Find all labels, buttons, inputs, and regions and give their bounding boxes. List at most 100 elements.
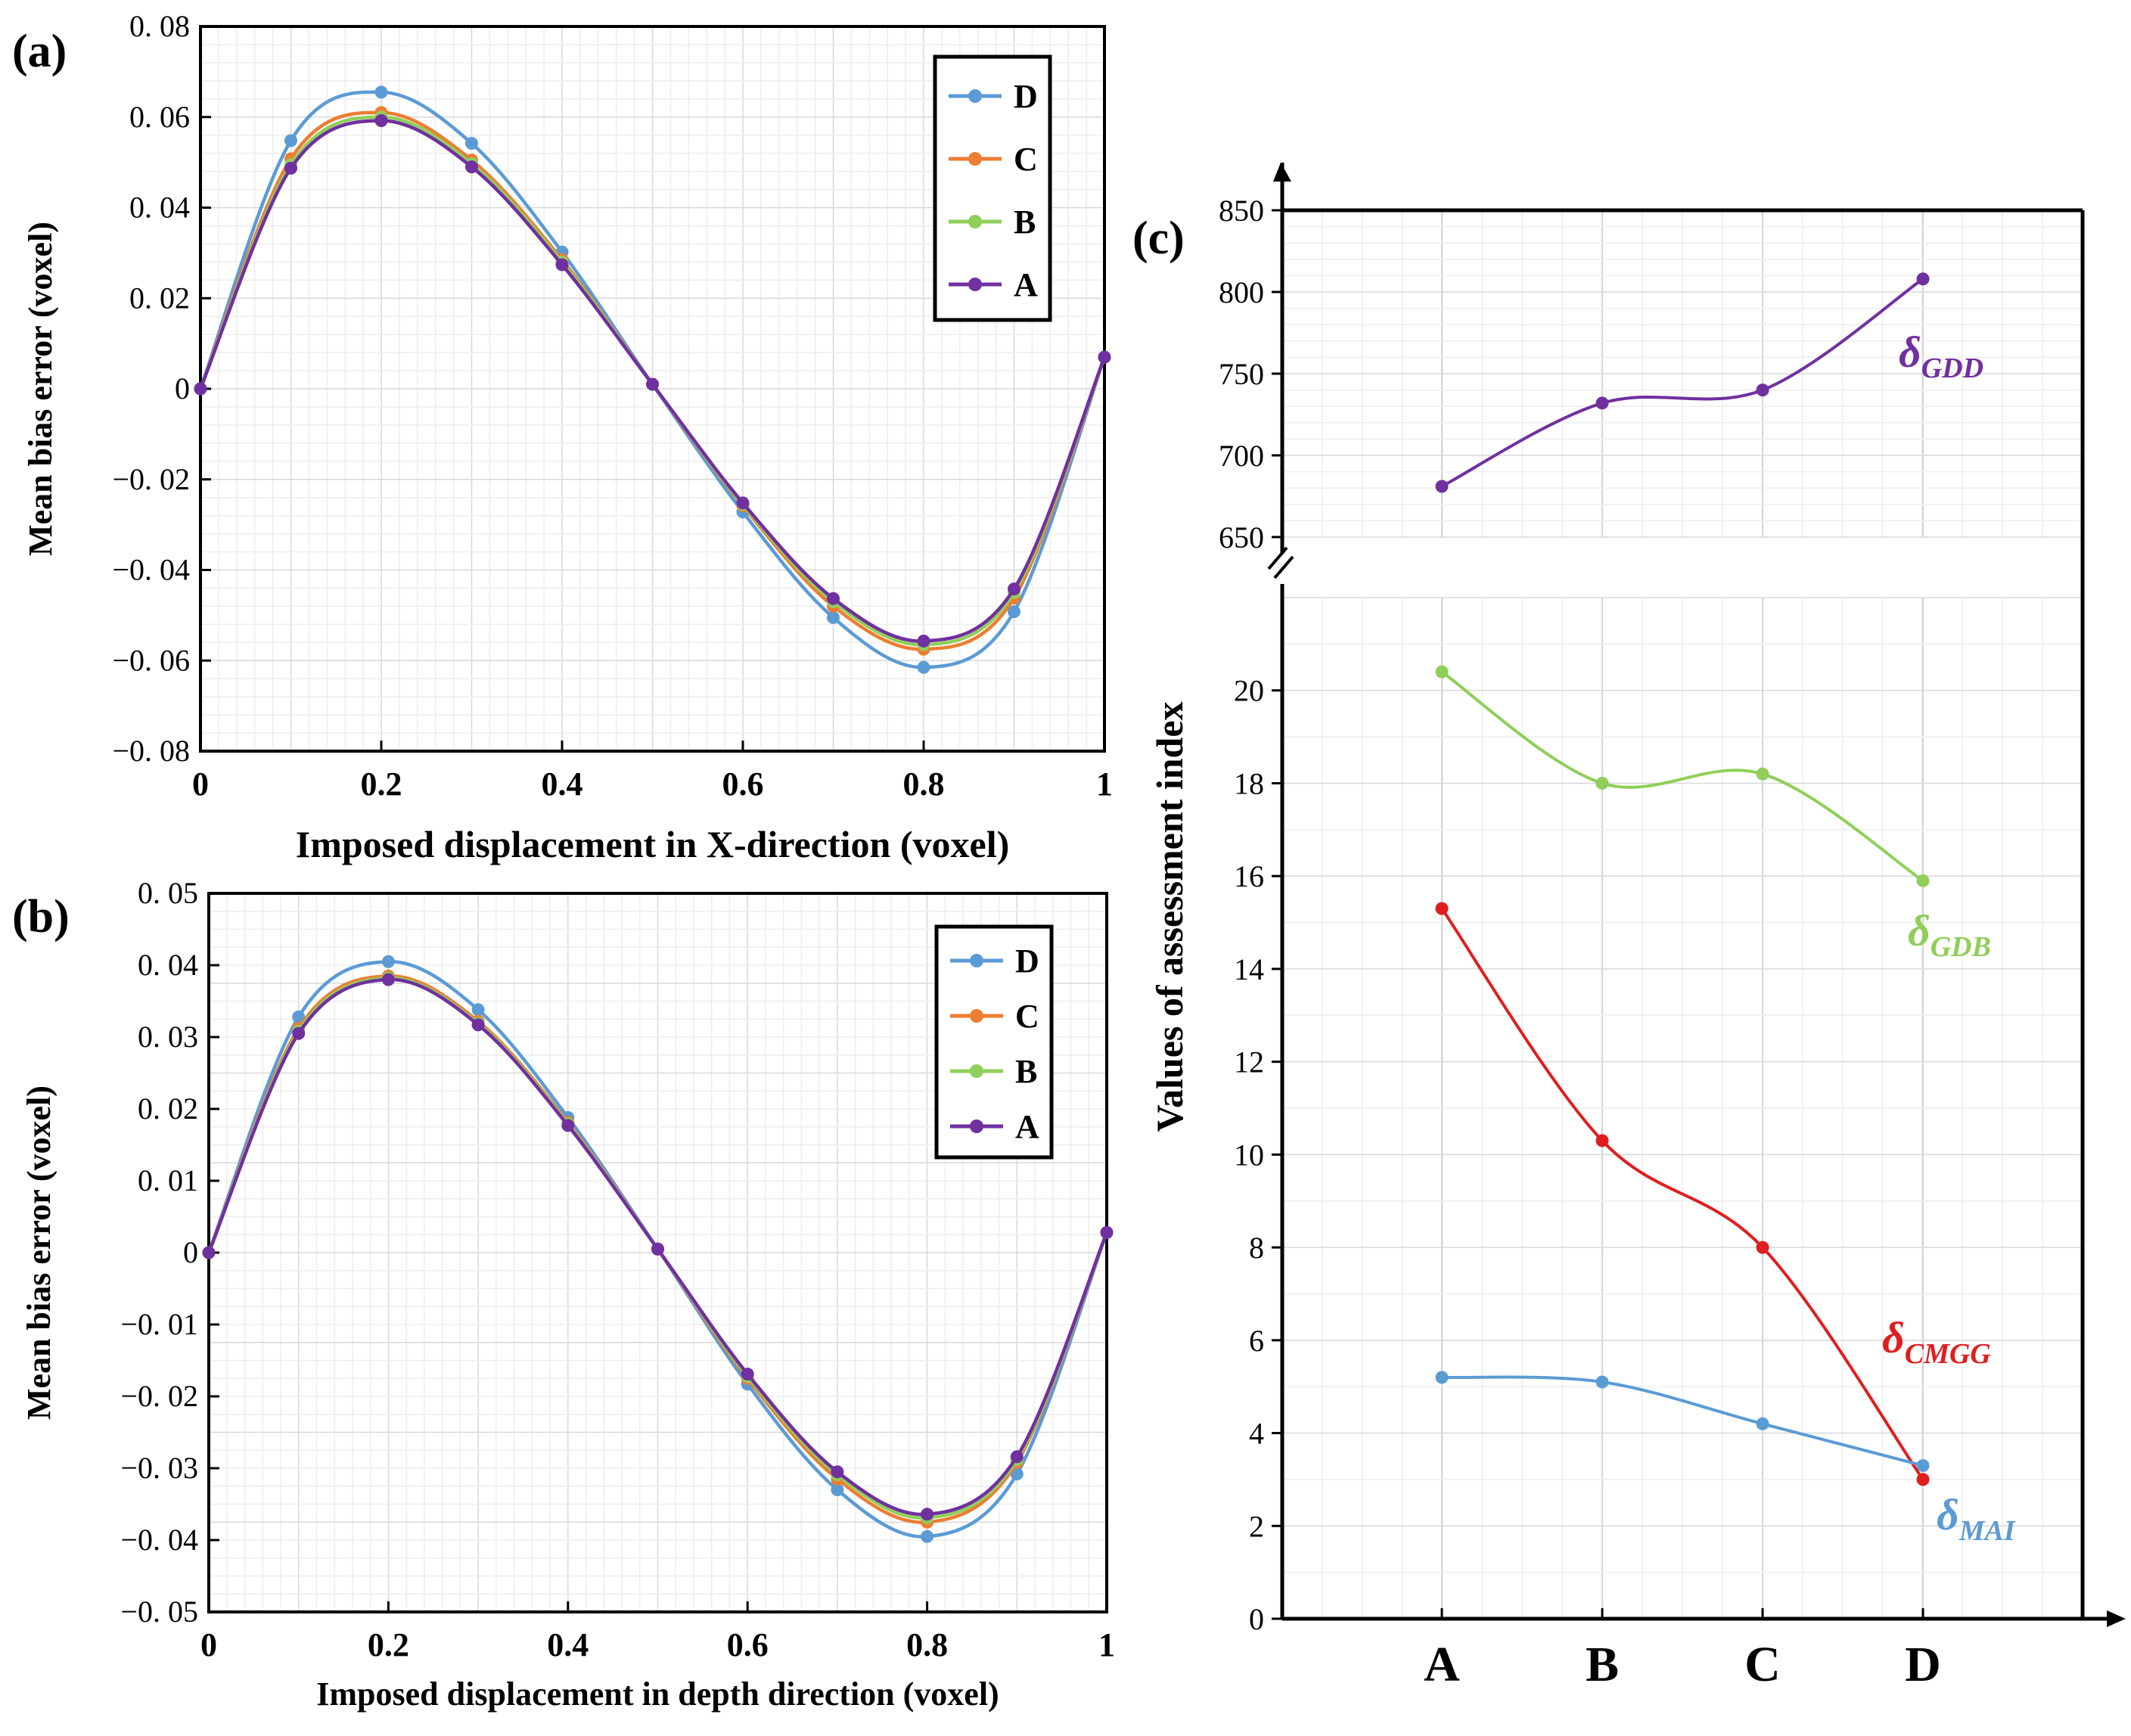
legend-marker-C: [970, 1009, 983, 1023]
data-point-A: [1098, 350, 1111, 364]
y-tick-label: 4: [1249, 1417, 1264, 1451]
series-MAI: [1435, 1371, 1930, 1472]
legend-label-A: A: [1014, 266, 1038, 303]
y-tick-label: 20: [1234, 674, 1264, 708]
x-tick-label: 1: [1096, 766, 1113, 803]
x-tick-label: 0.4: [547, 1626, 589, 1663]
x-tick-label: B: [1586, 1637, 1619, 1692]
axis-break-mark: [1273, 555, 1294, 579]
x-axis-label: Imposed displacement in X-direction (vox…: [296, 823, 1009, 865]
y-tick-label: 0: [183, 1235, 198, 1269]
series-GDB: [1435, 665, 1930, 887]
y-tick-label: 2: [1249, 1509, 1264, 1543]
data-point-A: [374, 114, 388, 128]
y-tick-label: −0. 05: [120, 1595, 198, 1629]
data-point-D: [381, 955, 395, 968]
y-tick-label: 0. 02: [129, 281, 190, 315]
y-tick-label: 0. 01: [138, 1163, 198, 1197]
series-label-GDD: δGDD: [1899, 328, 1983, 384]
series-line-MAI: [1441, 1375, 1924, 1467]
y-tick-label: 0. 04: [138, 948, 198, 982]
data-point-A: [651, 1242, 664, 1256]
y-tick-label: 14: [1234, 952, 1264, 986]
y-tick-label: −0. 08: [112, 734, 190, 768]
y-tick-label: 0. 04: [129, 191, 190, 225]
data-point-A: [1010, 1450, 1024, 1464]
x-tick-label: 0.8: [903, 766, 945, 803]
data-point-CMGG: [1435, 902, 1449, 915]
series-label-MAI: δMAI: [1937, 1490, 2016, 1547]
series-CMGG: [1435, 902, 1930, 1486]
data-point-A: [561, 1119, 575, 1132]
y-tick-label: −0. 01: [120, 1307, 198, 1341]
series-line-GDD: [1441, 278, 1924, 488]
data-point-A: [917, 635, 930, 648]
y-tick-label: 0. 03: [138, 1020, 198, 1054]
data-point-D: [284, 134, 297, 148]
legend-label-B: B: [1015, 1053, 1037, 1090]
y-axis-label: Values of assessment index: [1148, 701, 1191, 1132]
y-tick-label: 750: [1219, 357, 1264, 391]
data-point-A: [381, 973, 395, 986]
legend-label-A: A: [1015, 1108, 1039, 1145]
y-tick-label: 850: [1219, 194, 1264, 228]
data-point-GDB: [1916, 874, 1930, 887]
data-point-A: [465, 160, 478, 174]
y-tick-label: −0. 04: [112, 553, 190, 587]
grid: [1282, 210, 2083, 1619]
data-point-GDD: [1435, 480, 1449, 493]
data-point-MAI: [1435, 1371, 1449, 1384]
data-point-A: [741, 1368, 754, 1381]
y-tick-label: 0. 08: [129, 9, 190, 43]
data-point-A: [292, 1026, 306, 1040]
y-tick-label: 12: [1234, 1045, 1264, 1079]
legend-label-C: C: [1014, 141, 1038, 178]
data-point-D: [1010, 1467, 1024, 1481]
legend-marker-B: [968, 215, 982, 228]
y-tick-label: 0. 06: [129, 100, 190, 134]
y-tick-label: −0. 03: [120, 1451, 198, 1485]
panel-a: −0. 08 −0. 06 −0. 04 −0. 02 0 0. 02 0. 04 0. 06…: [12, 9, 1113, 865]
data-point-A: [736, 496, 750, 510]
data-point-D: [921, 1529, 934, 1543]
data-point-GDB: [1595, 776, 1609, 790]
data-point-D: [917, 660, 930, 674]
data-point-CMGG: [1916, 1473, 1930, 1486]
data-point-D: [831, 1483, 844, 1496]
x-tick-label: 0.2: [361, 766, 402, 803]
axis-break-mark: [1267, 546, 1288, 570]
data-point-A: [921, 1508, 934, 1521]
data-point-D: [374, 85, 388, 99]
legend-marker-C: [968, 152, 982, 166]
y-tick-label: 650: [1219, 520, 1264, 554]
data-point-GDB: [1756, 767, 1769, 781]
data-point-A: [194, 382, 207, 396]
y-tick-label: −0. 02: [112, 462, 190, 496]
x-tick-label: 0.2: [368, 1626, 409, 1663]
data-point-GDD: [1916, 272, 1930, 286]
x-tick-label: 0.6: [722, 766, 764, 803]
data-point-MAI: [1916, 1459, 1930, 1472]
y-tick-label: 0. 05: [138, 876, 198, 910]
panel-label: (b): [12, 891, 70, 943]
y-tick-label: 0: [1249, 1602, 1264, 1636]
data-point-A: [284, 161, 297, 175]
data-point-GDD: [1595, 396, 1609, 410]
y-tick-label: 8: [1249, 1231, 1264, 1265]
data-point-D: [465, 136, 478, 150]
x-tick-label: 0.8: [906, 1626, 948, 1663]
x-tick-label: 1: [1098, 1626, 1115, 1663]
series-line-GDB: [1440, 670, 1924, 882]
panel-b: −0. 05 −0. 04 −0. 03 −0. 02 −0. 01 0 0. 01 0. 0…: [12, 876, 1115, 1713]
series-A: [194, 114, 1111, 648]
x-tick-label: 0.6: [727, 1626, 769, 1663]
x-axis-arrow-icon: [2107, 1610, 2126, 1627]
x-tick-label: C: [1744, 1637, 1781, 1692]
y-tick-label: 18: [1234, 766, 1264, 800]
x-tick-label: D: [1905, 1637, 1941, 1692]
series-line-CMGG: [1440, 907, 1924, 1481]
data-point-CMGG: [1595, 1134, 1609, 1147]
